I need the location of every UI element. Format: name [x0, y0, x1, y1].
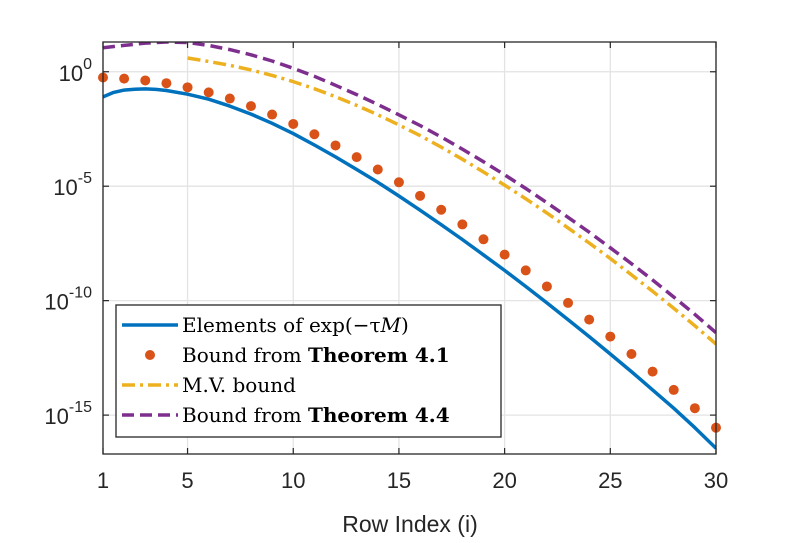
series-2-point	[626, 348, 637, 359]
series-2-point	[393, 177, 404, 188]
legend-marker	[145, 350, 155, 360]
series-2-point	[224, 93, 235, 104]
y-tick-label: 10-5	[53, 170, 92, 200]
y-tick-label: 100	[59, 56, 92, 86]
series-2-point	[584, 314, 595, 325]
series-2-point	[182, 82, 193, 93]
series-2-point	[161, 78, 172, 89]
series-2-point	[520, 265, 531, 276]
y-tick-label: 10-15	[44, 399, 92, 429]
series-2-point	[647, 366, 658, 377]
series-1-line	[103, 87, 716, 450]
series-4-line	[103, 42, 716, 335]
series-2-point	[119, 73, 130, 84]
x-tick-label: 25	[598, 468, 622, 493]
series-2-point	[372, 164, 383, 175]
x-axis-label: Row Index (i)	[342, 511, 477, 537]
legend-label: Elements of exp(−τM)	[182, 313, 409, 337]
y-tick-label: 10-10	[44, 285, 92, 315]
plot-border	[102, 41, 717, 455]
series-2-point	[351, 152, 362, 163]
legend-label: Bound from Theorem 4.1	[182, 343, 450, 367]
series-2-point	[140, 75, 151, 86]
y-tick-labels: 100 10-5 10-10 10-15	[44, 56, 92, 429]
legend-box	[115, 304, 502, 438]
series-2-point	[309, 129, 320, 140]
x-tick-label: 15	[387, 468, 411, 493]
legend-label: Bound from Theorem 4.4	[182, 403, 450, 427]
x-tick-label: 20	[492, 468, 516, 493]
series-2-point	[457, 219, 468, 230]
series-2-point	[436, 204, 447, 215]
x-tick-label: 5	[181, 468, 193, 493]
series-2-point	[478, 234, 489, 245]
series-2-point	[499, 249, 510, 260]
x-tick-label: 30	[704, 468, 728, 493]
series-3-line	[187, 56, 716, 346]
x-tick-labels: 1 5 10 15 20 25 30	[97, 468, 728, 493]
series-2-point	[541, 281, 552, 292]
series-2-point	[563, 297, 574, 308]
series-2-point	[203, 87, 214, 98]
series-2-point	[689, 403, 700, 414]
x-tick-label: 10	[281, 468, 305, 493]
legend: Elements of exp(−τM) Bound from Theorem 4…	[115, 304, 502, 438]
series-2-point	[288, 118, 299, 129]
series-2-point	[605, 331, 616, 342]
series-2-point	[415, 190, 426, 201]
x-tick-label: 1	[97, 468, 109, 493]
series-layer	[98, 42, 721, 450]
series-2-point	[267, 109, 278, 120]
series-group	[103, 42, 716, 450]
series-2-point	[245, 101, 256, 112]
ticks	[102, 42, 717, 454]
series-2-point	[330, 140, 341, 151]
legend-label: M.V. bound	[182, 373, 296, 397]
series-2-point	[668, 384, 679, 395]
